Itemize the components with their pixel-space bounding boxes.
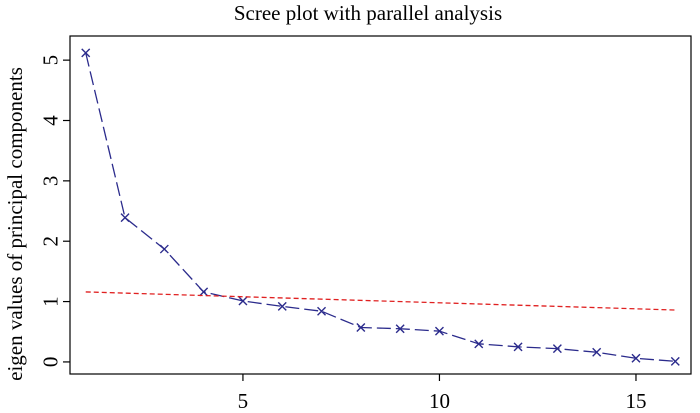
y-tick-label: 4 [38,115,62,126]
data-point-marker [120,213,130,223]
data-point-marker [277,301,287,311]
data-point-marker [670,356,680,366]
data-point-marker [592,347,602,357]
series-line-2 [85,291,676,311]
x-tick-label: 10 [429,389,450,413]
data-point-marker [631,353,641,363]
series-layer [81,48,680,366]
data-point-marker [552,344,562,354]
y-tick-label: 3 [38,176,62,187]
data-point-marker [395,324,405,334]
x-tick-label: 15 [625,389,646,413]
data-point-marker [238,296,248,306]
y-tick-label: 1 [38,296,62,307]
x-tick-label: 5 [238,389,249,413]
plot-frame [69,35,692,375]
series-line-1 [85,52,676,362]
chart-title: Scree plot with parallel analysis [234,1,502,25]
y-axis-label: eigen values of principal components [3,67,27,381]
data-point-marker [159,244,169,254]
data-point-marker [199,287,209,297]
y-tick-label: 0 [38,357,62,368]
data-point-marker [81,48,91,58]
data-point-marker [513,342,523,352]
data-point-marker [317,306,327,316]
y-tick-label: 2 [38,236,62,247]
axes: 5 10 15 0 1 2 3 4 5 [38,55,646,413]
data-point-marker [434,326,444,336]
data-point-marker [474,339,484,349]
y-tick-label: 5 [38,55,62,65]
data-point-marker [356,323,366,333]
